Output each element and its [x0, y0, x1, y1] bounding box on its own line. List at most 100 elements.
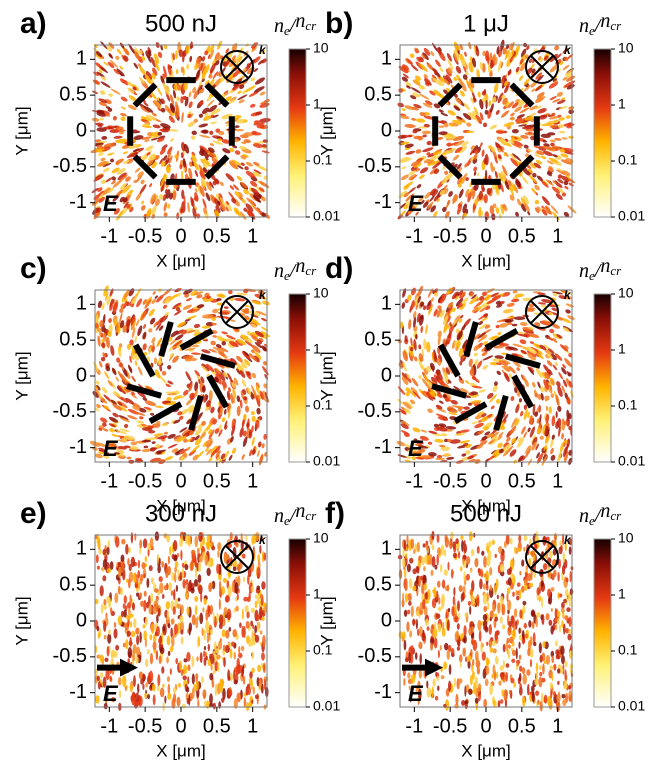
speckle: [562, 565, 565, 575]
speckle: [212, 681, 215, 688]
speckle: [180, 550, 182, 561]
speckle: [115, 645, 119, 651]
speckle: [423, 566, 426, 571]
speckle: [195, 567, 197, 578]
speckle: [483, 614, 488, 621]
speckle: [425, 591, 427, 600]
speckle: [145, 556, 147, 563]
speckle: [202, 607, 204, 612]
speckle: [180, 629, 183, 634]
speckle: [229, 627, 231, 632]
speckle: [542, 641, 545, 648]
speckle: [168, 556, 170, 565]
speckle: [536, 612, 540, 618]
speckle: [176, 585, 178, 592]
speckle: [485, 626, 488, 633]
speckle: [161, 561, 164, 568]
speckle: [484, 573, 488, 577]
speckle: [436, 554, 439, 565]
speckle: [201, 628, 203, 636]
x-tick-label: 0: [480, 470, 491, 492]
x-tick-label: 1: [552, 470, 563, 492]
speckle: [125, 639, 128, 649]
speckle: [467, 655, 471, 662]
panel-label: d): [325, 252, 353, 285]
speckle: [194, 596, 198, 602]
speckle: [179, 164, 182, 169]
speckle: [457, 623, 460, 629]
speckle: [182, 676, 187, 681]
speckle: [147, 549, 149, 556]
speckle: [140, 679, 143, 685]
colorbar-label-part: cr: [610, 18, 622, 33]
y-axis-label: Y [μm]: [12, 106, 31, 155]
speckle: [510, 538, 513, 545]
speckle: [422, 599, 425, 610]
speckle: [230, 672, 233, 681]
speckle: [449, 664, 452, 675]
speckle: [432, 589, 436, 593]
speckle: [100, 672, 103, 679]
speckle: [447, 584, 450, 591]
speckle: [437, 581, 441, 588]
speckle: [406, 621, 409, 632]
speckle: [496, 578, 499, 589]
speckle: [496, 671, 498, 678]
speckle: [489, 684, 493, 696]
speckle: [131, 532, 133, 543]
colorbar-tick-label: 1: [618, 341, 626, 357]
speckle: [217, 542, 221, 551]
speckle: [495, 656, 499, 665]
speckle: [191, 550, 195, 555]
speckle: [525, 572, 528, 577]
speckle: [203, 632, 206, 641]
speckle: [508, 577, 512, 586]
field-label: E: [103, 191, 119, 216]
speckle: [210, 653, 214, 664]
y-tick-label: 0: [381, 609, 392, 631]
speckle: [198, 585, 203, 595]
y-tick-label: -1: [374, 191, 392, 213]
colorbar-tick-label: 0.1: [618, 642, 638, 658]
speckle: [431, 544, 434, 550]
speckle: [228, 689, 232, 697]
speckle: [557, 618, 559, 625]
speckle: [472, 659, 474, 666]
speckle: [227, 676, 230, 681]
speckle: [114, 622, 116, 628]
speckle: [241, 646, 245, 651]
speckle: [459, 585, 463, 592]
x-tick-label: -1: [100, 470, 118, 492]
speckle: [221, 697, 224, 702]
speckle: [549, 665, 553, 669]
speckle: [167, 610, 169, 620]
speckle: [111, 650, 116, 658]
speckle: [498, 680, 501, 685]
speckle: [454, 616, 458, 623]
speckle: [221, 586, 225, 595]
speckle: [478, 568, 481, 576]
speckle: [522, 674, 527, 685]
speckle: [175, 658, 178, 664]
speckle: [560, 646, 564, 656]
speckle: [463, 571, 465, 581]
y-tick-label: 1: [76, 293, 87, 315]
colorbar: [594, 294, 611, 462]
speckle: [139, 632, 141, 644]
colorbar-label-part: n: [274, 15, 284, 37]
speckle: [205, 621, 209, 633]
speckle: [194, 579, 198, 587]
speckle: [136, 635, 139, 645]
speckle: [167, 693, 172, 700]
speckle: [448, 608, 450, 612]
colorbar-tick-label: 0.01: [618, 208, 645, 224]
speckle: [509, 690, 511, 695]
speckle: [437, 547, 441, 556]
speckle: [137, 570, 140, 578]
speckle: [156, 626, 160, 636]
speckle: [405, 553, 407, 559]
x-tick-label: 0.5: [508, 225, 536, 247]
speckle: [159, 576, 163, 582]
speckle: [557, 681, 559, 685]
speckle: [264, 679, 266, 691]
